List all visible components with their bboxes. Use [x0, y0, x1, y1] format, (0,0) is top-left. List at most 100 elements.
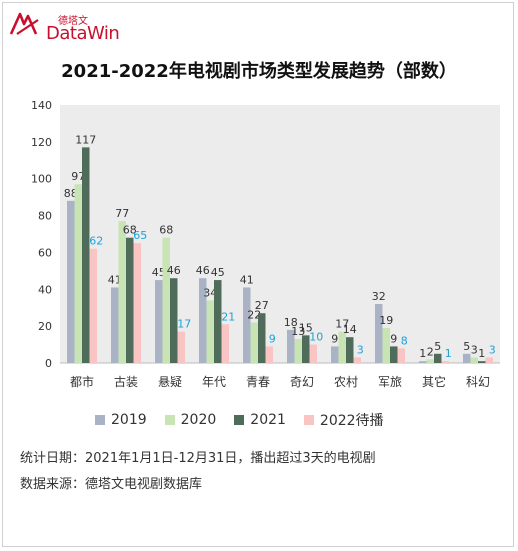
bar [89, 248, 97, 363]
bar [111, 287, 119, 363]
legend-swatch [234, 415, 245, 425]
chart-legend: 2019 2020 2021 2022待播 [95, 410, 384, 430]
x-tick-label: 悬疑 [158, 374, 182, 389]
data-label: 97 [71, 170, 85, 183]
data-label: 17 [177, 318, 191, 331]
bar [74, 184, 82, 363]
bar [243, 287, 251, 363]
bar [250, 322, 258, 363]
bar [338, 331, 346, 363]
x-tick-label: 奇幻 [290, 375, 314, 389]
data-label: 1 [419, 347, 426, 360]
y-tick-label: 140 [31, 99, 52, 112]
bar [82, 147, 90, 363]
bar [331, 346, 339, 363]
brand-name-en: DataWin [46, 23, 120, 44]
bar [463, 353, 471, 363]
stat-date-note: 统计日期：2021年1月1日-12月31日，播出超过3天的电视剧 [20, 451, 376, 466]
data-label: 41 [240, 273, 254, 286]
data-source-note: 数据来源：德塔文电视剧数据库 [20, 477, 203, 492]
bar [485, 357, 493, 363]
legend-swatch [95, 415, 105, 425]
legend-item-2022: 2022待播 [303, 410, 384, 430]
legend-label: 2022待播 [319, 413, 384, 429]
bar-chart: 020406080100120140889711762都市41776865古装4… [31, 99, 500, 389]
bar [441, 361, 449, 363]
bar [170, 278, 178, 363]
data-label: 65 [133, 229, 147, 242]
data-label: 32 [372, 290, 386, 303]
bar [302, 335, 310, 363]
data-label: 46 [196, 264, 210, 277]
bar [294, 339, 302, 363]
y-tick-label: 80 [38, 210, 52, 223]
x-tick-label: 年代 [202, 375, 226, 389]
data-label: 3 [357, 343, 364, 356]
y-tick-label: 60 [38, 246, 52, 259]
bar [397, 348, 405, 363]
data-label: 13 [291, 325, 305, 338]
bar [426, 359, 434, 363]
bar [478, 361, 486, 363]
data-label: 117 [75, 133, 96, 146]
data-label: 8 [401, 334, 408, 347]
x-tick-label: 军旅 [378, 375, 402, 389]
data-label: 3 [471, 343, 478, 356]
data-label: 68 [123, 224, 137, 237]
bar [214, 280, 222, 363]
legend-item-2019: 2019 [95, 412, 147, 428]
brand-name-cn: 德塔文 [58, 16, 88, 27]
y-tick-label: 100 [31, 173, 52, 186]
data-label: 88 [64, 187, 78, 200]
bar [126, 237, 134, 363]
bar [346, 337, 354, 363]
bar [419, 361, 427, 363]
bar [155, 280, 163, 363]
bar [67, 200, 75, 363]
chart-frame [2, 2, 514, 547]
legend-item-2021: 2021 [234, 412, 286, 428]
bar [382, 327, 390, 363]
data-label: 9 [390, 332, 397, 345]
data-label: 10 [309, 331, 323, 344]
data-label: 17 [335, 318, 349, 331]
legend-label: 2021 [250, 412, 286, 428]
data-label: 1 [445, 347, 452, 360]
data-label: 3 [489, 343, 496, 356]
datawin-logo-icon [9, 12, 39, 35]
bar [118, 221, 126, 363]
data-label: 77 [115, 207, 129, 220]
data-label: 9 [331, 332, 338, 345]
bar [309, 344, 317, 363]
bar [162, 237, 170, 363]
data-label: 2 [427, 345, 434, 358]
legend-swatch [303, 415, 314, 425]
y-tick-label: 40 [38, 283, 52, 296]
data-label: 34 [203, 286, 217, 299]
bar [258, 313, 266, 363]
bar [287, 329, 295, 363]
bar [206, 300, 214, 363]
data-label: 5 [463, 340, 470, 353]
x-tick-label: 青春 [246, 375, 270, 389]
chart-title: 2021-2022年电视剧市场类型发展趋势（部数） [61, 61, 457, 82]
bar [133, 243, 141, 363]
data-label: 15 [299, 321, 313, 334]
legend-label: 2020 [180, 412, 217, 428]
x-tick-label: 都市 [70, 374, 94, 389]
bar [353, 357, 361, 363]
data-label: 41 [108, 273, 122, 286]
data-label: 5 [434, 340, 441, 353]
bar [470, 357, 478, 363]
bar [265, 346, 273, 363]
x-tick-label: 其它 [422, 374, 446, 389]
bar [434, 353, 442, 363]
data-label: 1 [478, 347, 485, 360]
bar [221, 324, 229, 363]
data-label: 14 [343, 323, 357, 336]
bar [375, 304, 383, 363]
x-tick-label: 农村 [334, 375, 358, 389]
bar [390, 346, 398, 363]
legend-label: 2019 [111, 412, 147, 428]
data-label: 46 [167, 264, 181, 277]
